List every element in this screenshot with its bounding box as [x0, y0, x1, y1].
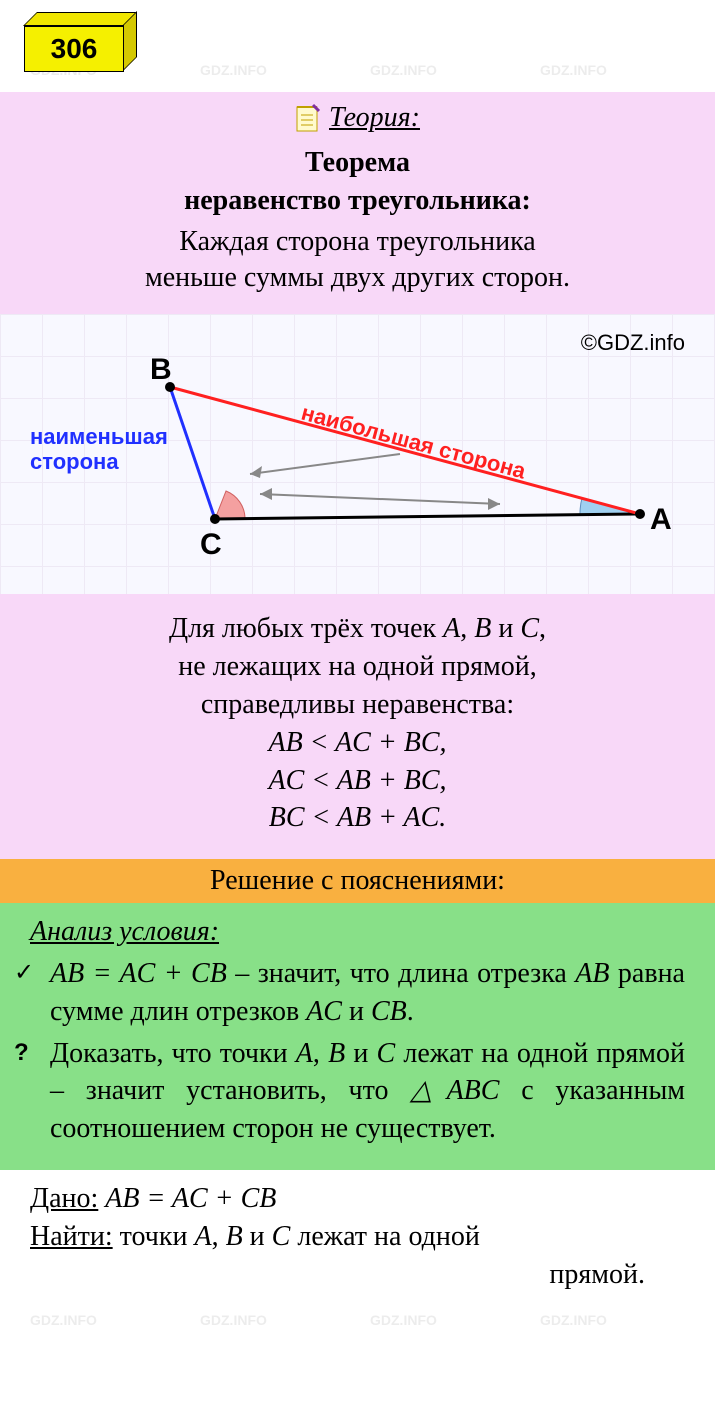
analysis-item-1: ✓ AB = AC + CB – значит, что длина от­ре…: [50, 955, 685, 1031]
ineq-intro-1: Для любых трёх точек A, B и C,: [40, 610, 675, 648]
theorem-name-line2: неравенство треугольника:: [184, 185, 531, 216]
point-label-a: A: [650, 503, 672, 536]
theorem-text-line1: Каждая сторона треугольника: [179, 226, 535, 257]
smallest-side-label: наименьшая: [30, 424, 168, 449]
watermark: GDZ.INFO: [200, 1312, 267, 1328]
watermark: GDZ.INFO: [30, 1312, 97, 1328]
point-label-b: B: [150, 353, 172, 386]
theorem-name-line1: Теорема: [305, 147, 410, 178]
inequality-3: BC < AB + AC.: [40, 799, 675, 837]
theory-section: Теория: Теорема неравенство треугольника…: [0, 92, 715, 314]
problem-number-badge: 306: [18, 12, 128, 72]
find-line-cont: прямой.: [30, 1256, 685, 1294]
question-icon: ?: [14, 1037, 29, 1069]
given-section: Дано: AB = AC + CB Найти: точки A, B и C…: [0, 1170, 715, 1303]
theory-title: Теория:: [329, 102, 420, 134]
analysis-section: Анализ условия: ✓ AB = AC + CB – значит,…: [0, 903, 715, 1170]
watermark: GDZ.INFO: [370, 1312, 437, 1328]
check-icon: ✓: [14, 957, 34, 989]
point-label-c: C: [200, 528, 222, 561]
watermark: GDZ.INFO: [540, 1312, 607, 1328]
analysis-title: Анализ условия:: [30, 913, 685, 951]
problem-number: 306: [24, 26, 124, 72]
copyright-label: ©GDZ.info: [581, 330, 685, 356]
ineq-intro-2: не лежащих на одной прямой,: [40, 648, 675, 686]
inequalities-section: Для любых трёх точек A, B и C, не лежащи…: [0, 594, 715, 859]
svg-text:сторона: сторона: [30, 449, 119, 474]
ineq-intro-3: справедливы неравенства:: [40, 686, 675, 724]
analysis-item-2: ? Доказать, что точки A, B и C лежат на …: [50, 1035, 685, 1148]
find-line: Найти: точки A, B и C лежат на одной: [30, 1218, 685, 1256]
largest-side-label: наибольшая сторона: [299, 400, 529, 484]
triangle-diagram: ©GDZ.info B C A н: [0, 314, 715, 594]
theorem-text-line2: меньше суммы двух других сторон.: [145, 262, 570, 293]
inequality-2: AC < AB + BC,: [40, 762, 675, 800]
given-line: Дано: AB = AC + CB: [30, 1180, 685, 1218]
inequality-1: AB < AC + BC,: [40, 724, 675, 762]
solution-header: Решение с пояснениями:: [0, 859, 715, 903]
notepad-icon: [295, 103, 321, 133]
